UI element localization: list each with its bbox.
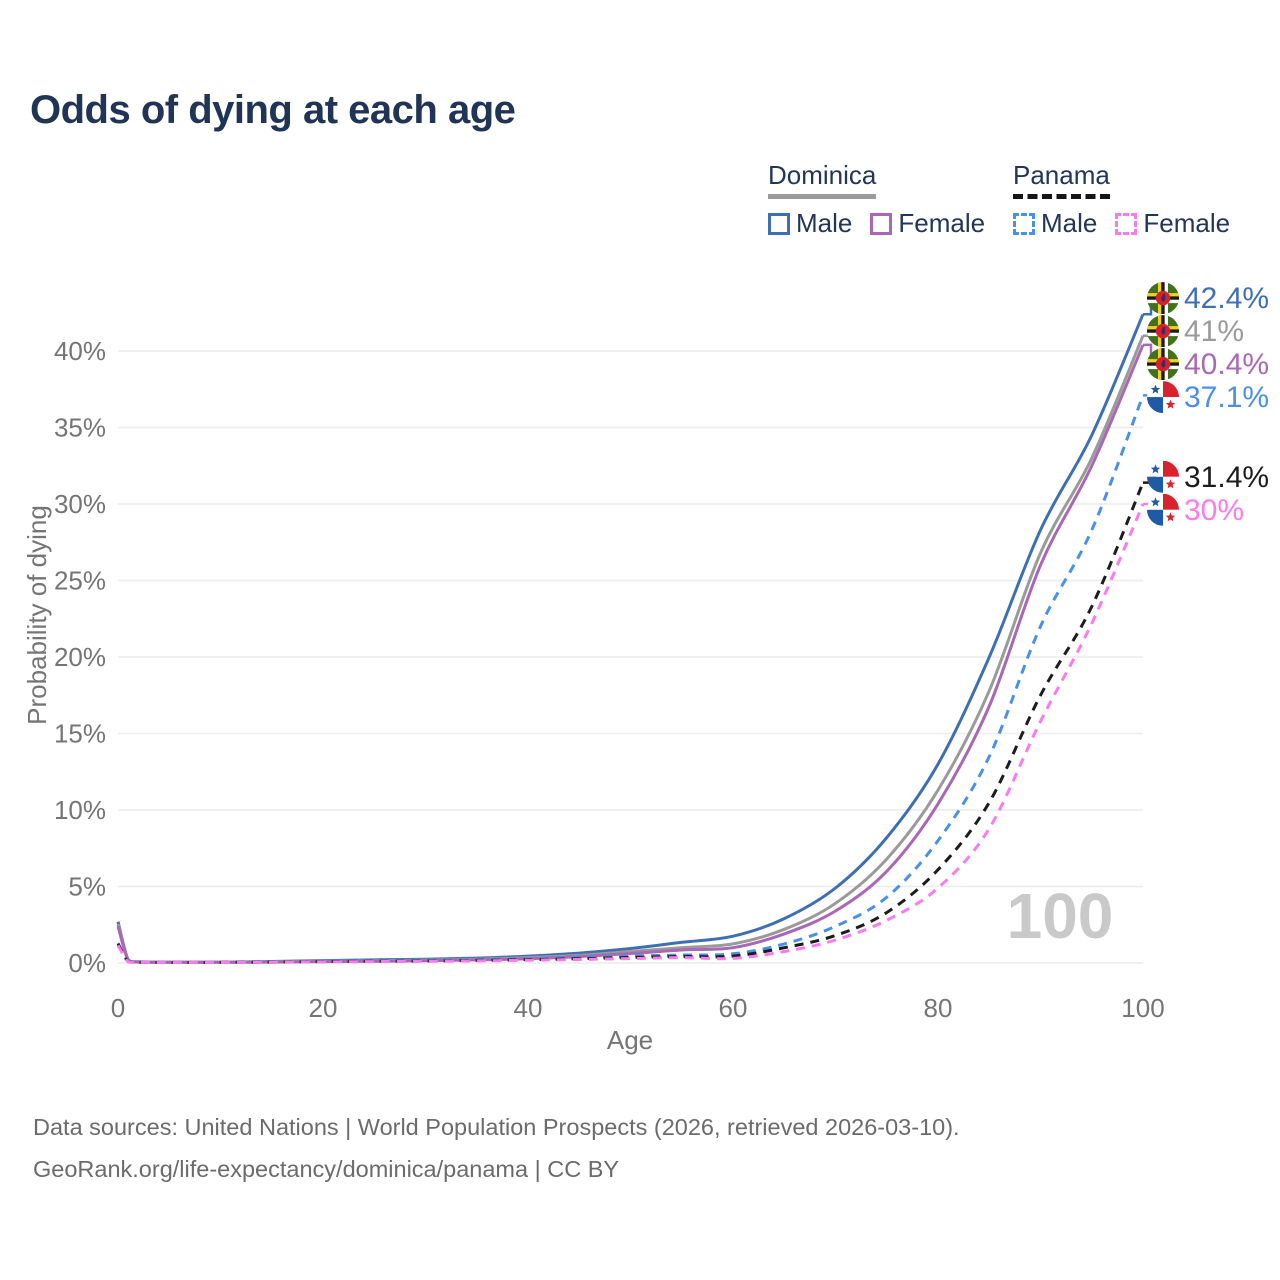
legend-label-panama-male: Male xyxy=(1041,208,1098,238)
line-dominica-both xyxy=(116,335,1145,964)
end-value-label-dominica-female: 40.4% xyxy=(1184,348,1269,381)
panama-flag-icon xyxy=(1147,494,1179,526)
footer-attribution: GeoRank.org/life-expectancy/dominica/pan… xyxy=(33,1156,620,1182)
legend-label-dominica-male: Male xyxy=(796,208,853,238)
y-tick-label: 15% xyxy=(54,719,106,749)
series-lines xyxy=(116,313,1145,964)
footer: Data sources: United Nations | World Pop… xyxy=(33,1106,960,1190)
dominica-female-swatch-icon xyxy=(870,212,893,235)
legend-label-panama-female: Female xyxy=(1143,208,1231,238)
gridlines: 0% 5% 10% 15% 20% 25% 30% 35% 40% 0 20 40 60 80 100 xyxy=(54,336,1165,1023)
line-panama-both xyxy=(116,482,1145,964)
x-tick-label: 60 xyxy=(719,993,748,1023)
y-tick-label: 20% xyxy=(54,642,106,672)
end-value-label-panama-both: 31.4% xyxy=(1184,461,1269,494)
x-tick-label: 40 xyxy=(514,993,543,1023)
end-value-label-panama-male: 37.1% xyxy=(1184,381,1269,414)
legend-item-dominica-male[interactable]: Male xyxy=(768,208,852,239)
y-tick-label: 10% xyxy=(54,795,106,825)
line-panama-male xyxy=(116,394,1145,964)
legend-item-panama-male[interactable]: Male xyxy=(1013,208,1097,239)
y-tick-label: 5% xyxy=(68,872,106,902)
legend: Dominica Male Female Panama Male Female xyxy=(0,160,1280,250)
x-tick-label: 20 xyxy=(309,993,338,1023)
legend-item-dominica-female[interactable]: Female xyxy=(870,208,985,239)
legend-group-dominica: Dominica Male Female xyxy=(768,160,1003,239)
y-tick-label: 40% xyxy=(54,336,106,366)
panama-flag-icon xyxy=(1147,461,1179,493)
end-value-label-dominica-both: 41% xyxy=(1184,315,1244,348)
x-axis-title: Age xyxy=(607,1025,653,1055)
dominica-flag-icon xyxy=(1147,348,1179,380)
dominica-flag-icon xyxy=(1147,315,1179,347)
y-tick-label: 35% xyxy=(54,413,106,443)
y-tick-label: 30% xyxy=(54,489,106,519)
age-counter-watermark: 100 xyxy=(1007,880,1114,952)
legend-country-panama[interactable]: Panama xyxy=(1013,160,1110,199)
dominica-male-swatch-icon xyxy=(768,212,790,235)
panama-flag-icon xyxy=(1147,381,1179,413)
panama-female-swatch-icon xyxy=(1115,212,1138,235)
end-labels: 42.4%41%40.4%37.1% 31.4%30% xyxy=(1143,282,1269,527)
legend-country-dominica[interactable]: Dominica xyxy=(768,160,877,199)
page-title: Odds of dying at each age xyxy=(30,88,516,132)
legend-item-panama-female[interactable]: Female xyxy=(1115,208,1230,239)
end-value-label-dominica-male: 42.4% xyxy=(1184,282,1269,315)
dominica-flag-icon xyxy=(1147,282,1179,314)
panama-male-swatch-icon xyxy=(1013,212,1035,235)
legend-group-panama: Panama Male Female xyxy=(1013,160,1248,239)
x-tick-label: 0 xyxy=(111,993,125,1023)
x-tick-label: 100 xyxy=(1121,993,1164,1023)
y-tick-label: 25% xyxy=(54,566,106,596)
y-tick-label: 0% xyxy=(68,948,106,978)
end-value-label-panama-female: 30% xyxy=(1184,494,1244,527)
legend-label-dominica-female: Female xyxy=(898,208,986,238)
x-tick-label: 80 xyxy=(924,993,953,1023)
footer-data-sources: Data sources: United Nations | World Pop… xyxy=(33,1114,960,1140)
line-dominica-male xyxy=(116,313,1145,964)
y-axis-title: Probability of dying xyxy=(22,505,52,725)
line-panama-female xyxy=(116,503,1145,964)
